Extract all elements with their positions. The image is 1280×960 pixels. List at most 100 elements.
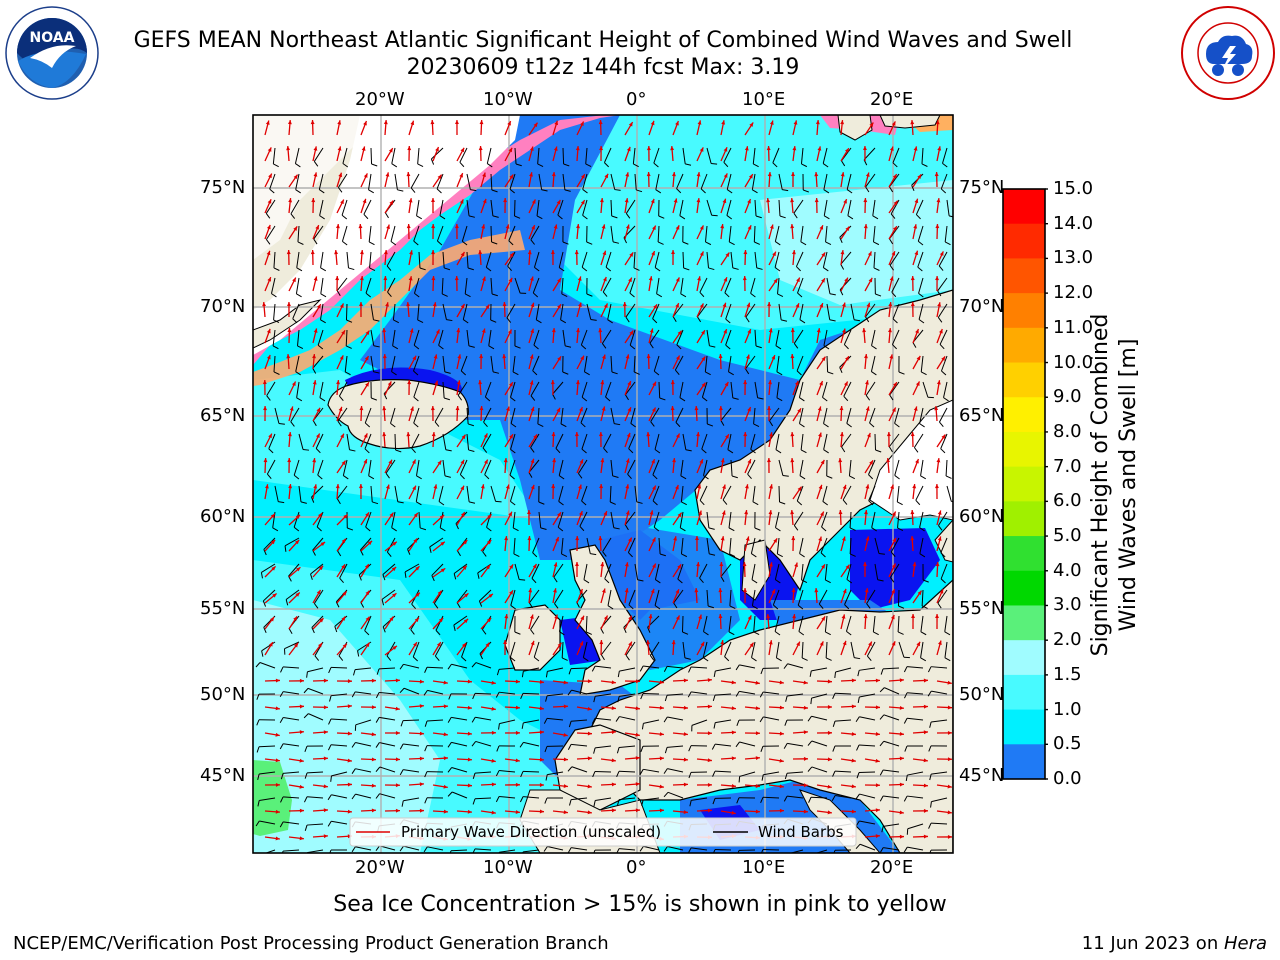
lat-tick-left-60n: 60°N (200, 506, 246, 527)
wave-direction-arrow (936, 730, 953, 735)
wind-barb (865, 381, 876, 401)
legend-wind-label: Wind Barbs (758, 823, 844, 841)
wave-direction-arrow (310, 249, 315, 266)
wave-direction-arrow (743, 379, 748, 396)
wave-direction-arrow (744, 680, 760, 685)
wave-direction-arrow (382, 327, 387, 344)
wave-direction-arrow (624, 380, 632, 396)
wind-barb (633, 251, 640, 271)
wave-direction-arrow (648, 381, 657, 396)
wave-direction-arrow (408, 617, 420, 630)
wave-direction-arrow (864, 432, 871, 448)
wave-direction-arrow (528, 122, 539, 136)
wind-barb (944, 641, 951, 662)
wind-barb (391, 355, 397, 376)
wind-barb (327, 820, 348, 827)
wave-direction-arrow (288, 836, 304, 841)
wind-barb (879, 714, 900, 721)
wind-barb (774, 225, 781, 246)
wave-direction-arrow (264, 678, 281, 683)
wave-direction-arrow (888, 276, 894, 292)
wind-barb (530, 381, 540, 401)
wave-direction-arrow (840, 226, 850, 240)
wave-direction-arrow (720, 510, 726, 526)
wave-direction-arrow (336, 329, 346, 344)
wind-barb (507, 251, 516, 272)
wave-direction-arrow (528, 146, 534, 162)
wave-direction-arrow (528, 680, 544, 684)
footer-date: 11 Jun 2023 on Hera (1082, 934, 1267, 954)
wave-direction-arrow (744, 510, 749, 526)
wave-direction-arrow (624, 354, 630, 370)
wave-direction-arrow (264, 224, 271, 240)
wave-direction-arrow (576, 756, 593, 761)
wind-barb (266, 381, 276, 401)
wave-direction-arrow (840, 277, 849, 292)
wind-barb (940, 355, 948, 376)
wind-barb (304, 771, 324, 779)
wave-direction-arrow (287, 301, 291, 318)
wave-direction-arrow (264, 513, 276, 526)
wind-barb (466, 251, 474, 271)
wind-barb (699, 277, 708, 298)
wave-direction-arrow (840, 732, 856, 736)
wind-barb (604, 563, 612, 584)
wind-barb (691, 719, 708, 732)
wave-direction-arrow (336, 199, 345, 214)
wave-direction-arrow (888, 250, 896, 266)
wind-barb (919, 537, 926, 558)
wave-direction-arrow (696, 678, 713, 683)
wave-direction-arrow (312, 642, 323, 656)
wave-direction-arrow (432, 732, 448, 737)
wind-barb (846, 563, 853, 584)
wind-barb (847, 199, 854, 220)
wind-barb (528, 589, 540, 609)
wave-direction-arrow (360, 355, 370, 370)
wind-barb (865, 173, 876, 193)
wind-barb (760, 667, 780, 675)
wave-direction-arrow (408, 485, 417, 500)
colorbar-band (1003, 258, 1045, 294)
wind-barb (552, 381, 564, 400)
wave-direction-arrow (264, 836, 280, 841)
wind-barb (929, 771, 948, 781)
title-line-2: 20230609 t12z 144h fcst Max: 3.19 (406, 55, 800, 80)
wave-direction-arrow (264, 433, 273, 448)
wave-direction-arrow (480, 782, 497, 787)
wind-barb (602, 537, 612, 557)
wind-barb (514, 147, 522, 167)
wind-barb (351, 793, 372, 800)
wave-direction-arrow (552, 757, 569, 762)
wave-direction-arrow (288, 174, 299, 188)
wind-barb (583, 355, 590, 376)
wind-barb (625, 641, 636, 661)
wind-barb (280, 666, 300, 673)
wind-barb (466, 199, 475, 218)
wave-direction-arrow (432, 174, 443, 188)
wave-direction-arrow (864, 251, 873, 266)
wave-direction-arrow (768, 538, 778, 552)
wave-direction-arrow (840, 484, 847, 500)
wind-barb (449, 849, 468, 853)
wave-direction-arrow (719, 561, 724, 578)
wave-direction-arrow (550, 249, 555, 266)
wind-barb (279, 691, 300, 698)
wave-direction-arrow (648, 808, 665, 813)
wind-barb (928, 822, 948, 829)
wave-direction-arrow (672, 705, 689, 710)
wind-barb (603, 147, 612, 168)
wave-direction-arrow (816, 616, 826, 630)
wave-direction-arrow (312, 784, 328, 789)
wind-barb (581, 251, 588, 272)
wind-barb (903, 717, 924, 724)
wave-direction-arrow (744, 484, 749, 500)
wind-barb (793, 199, 804, 219)
wave-direction-arrow (599, 483, 604, 500)
wave-direction-arrow (384, 616, 394, 630)
wind-barb (466, 407, 475, 427)
wave-direction-arrow (816, 432, 822, 448)
wave-direction-arrow (888, 511, 897, 526)
wave-direction-arrow (360, 732, 376, 737)
wave-direction-arrow (816, 252, 826, 266)
wind-barb (436, 173, 444, 194)
